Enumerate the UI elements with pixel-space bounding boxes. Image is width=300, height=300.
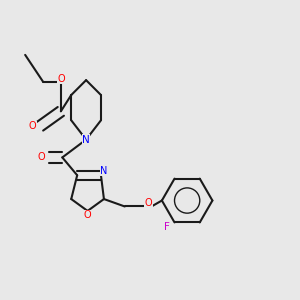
Text: O: O: [38, 152, 45, 162]
Text: O: O: [84, 210, 92, 220]
Text: N: N: [82, 135, 90, 145]
Text: O: O: [29, 121, 36, 131]
Text: N: N: [100, 166, 108, 176]
Text: O: O: [145, 199, 152, 208]
Text: O: O: [57, 74, 64, 84]
Text: F: F: [164, 222, 170, 232]
